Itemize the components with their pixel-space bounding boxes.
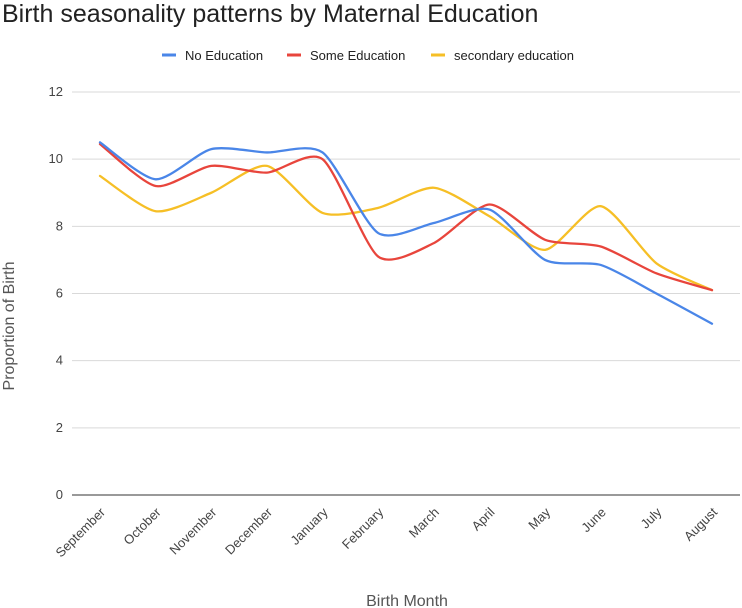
chart-title: Birth seasonality patterns by Maternal E… <box>2 0 539 28</box>
legend-item: Some Education <box>287 48 405 63</box>
legend-item: No Education <box>162 48 263 63</box>
x-tick-label: April <box>469 504 498 533</box>
legend-item: secondary education <box>431 48 574 63</box>
x-tick-label: September <box>53 504 109 560</box>
y-tick-label: 2 <box>56 420 63 435</box>
x-tick-label: October <box>120 504 164 548</box>
x-tick-label: August <box>681 504 720 543</box>
x-tick-label: March <box>406 505 442 541</box>
legend-label: No Education <box>185 48 263 63</box>
x-tick-label: May <box>525 504 553 532</box>
y-tick-label: 6 <box>56 286 63 301</box>
series-line-no-education <box>98 141 714 325</box>
y-tick-label: 8 <box>56 218 63 233</box>
legend-label: Some Education <box>310 48 405 63</box>
x-tick-label: July <box>638 504 665 531</box>
x-tick-label: December <box>222 504 275 557</box>
y-tick-label: 12 <box>49 84 63 99</box>
y-tick-label: 4 <box>56 353 63 368</box>
gridlines <box>72 91 740 496</box>
y-axis-title: Proportion of Birth <box>1 262 18 391</box>
series-line-secondary-education <box>98 164 714 292</box>
x-tick-label: January <box>287 504 331 548</box>
y-axis-ticks: 0 2 4 6 8 10 12 <box>49 84 63 502</box>
legend: No Education Some Education secondary educ… <box>162 48 574 63</box>
series-lines <box>98 141 714 325</box>
x-axis-ticks: September October November December January F… <box>53 504 721 560</box>
x-tick-label: February <box>339 504 387 552</box>
series-line-some-education <box>98 142 714 292</box>
x-tick-label: November <box>166 504 219 557</box>
x-tick-label: June <box>578 505 609 536</box>
y-tick-label: 0 <box>56 487 63 502</box>
x-axis-title: Birth Month <box>366 593 448 608</box>
y-tick-label: 10 <box>49 151 63 166</box>
legend-label: secondary education <box>454 48 574 63</box>
